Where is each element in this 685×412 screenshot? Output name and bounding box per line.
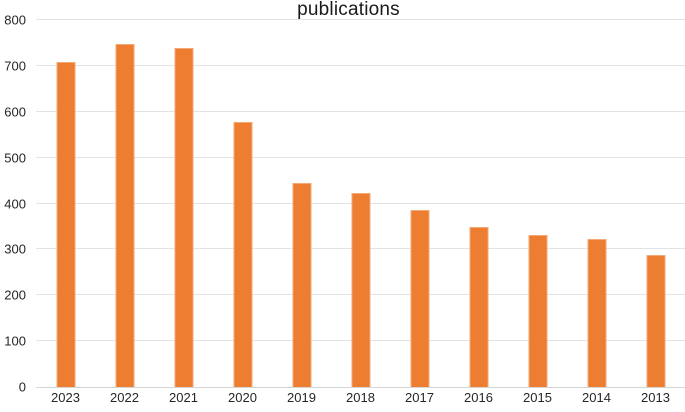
x-tick-label-2018: 2018 [346,390,375,405]
bar-2015 [528,235,547,387]
y-tick-label-300: 300 [4,241,26,257]
bar-2014 [587,239,606,387]
x-tick-label-2019: 2019 [287,390,316,405]
x-tick-label-2023: 2023 [51,390,80,405]
bar-slot-2023 [36,20,95,387]
y-axis-tick-labels: 0 100 200 300 400 500 600 700 800 [0,13,26,395]
bar-2018 [351,192,370,387]
x-tick-label-2017: 2017 [405,390,434,405]
x-tick-label-2016: 2016 [464,390,493,405]
x-tick-label-2014: 2014 [582,390,611,405]
x-axis-line [36,387,685,388]
chart-title: publications [297,0,400,20]
y-tick-label-700: 700 [4,58,26,74]
x-tick-label-2015: 2015 [523,390,552,405]
bar-2020 [233,121,252,387]
y-tick-label-0: 0 [18,379,26,395]
y-tick-label-100: 100 [4,333,26,349]
bar-2023 [56,62,75,387]
x-axis-tick-labels: 2023 2022 2021 2020 2019 2018 2017 2016 2015 2014… [36,390,685,406]
bar-slot-2015 [508,20,567,387]
gridline-800 [36,19,685,20]
gridline-600 [36,110,685,112]
x-tick-label-2013: 2013 [641,390,670,405]
y-tick-label-600: 600 [4,104,26,120]
x-tick-label-2022: 2022 [110,390,139,405]
bar-2017 [410,209,429,387]
bar-2021 [174,47,193,387]
bar-slot-2014 [567,20,626,387]
y-tick-label-400: 400 [4,196,26,211]
x-tick-label-2021: 2021 [169,390,198,405]
y-tick-label-200: 200 [4,287,26,303]
bar-slot-2013 [626,20,685,387]
bar-2019 [292,183,311,387]
x-tick-label-2020: 2020 [228,390,257,405]
y-tick-label-500: 500 [4,150,26,166]
bar-series [36,20,685,387]
bar-slot-2019 [272,20,331,387]
bar-2022 [115,43,134,387]
gridline-700 [36,64,685,66]
plot-area [36,19,685,388]
bar-2016 [469,227,488,387]
bar-slot-2022 [95,20,154,387]
gridline-500 [36,156,685,158]
bar-slot-2016 [449,20,508,387]
bar-2013 [646,255,665,387]
bar-slot-2018 [331,20,390,387]
y-tick-label-800: 800 [4,12,26,28]
bar-slot-2017 [390,20,449,387]
bar-slot-2020 [213,20,272,387]
bar-slot-2021 [154,20,213,387]
